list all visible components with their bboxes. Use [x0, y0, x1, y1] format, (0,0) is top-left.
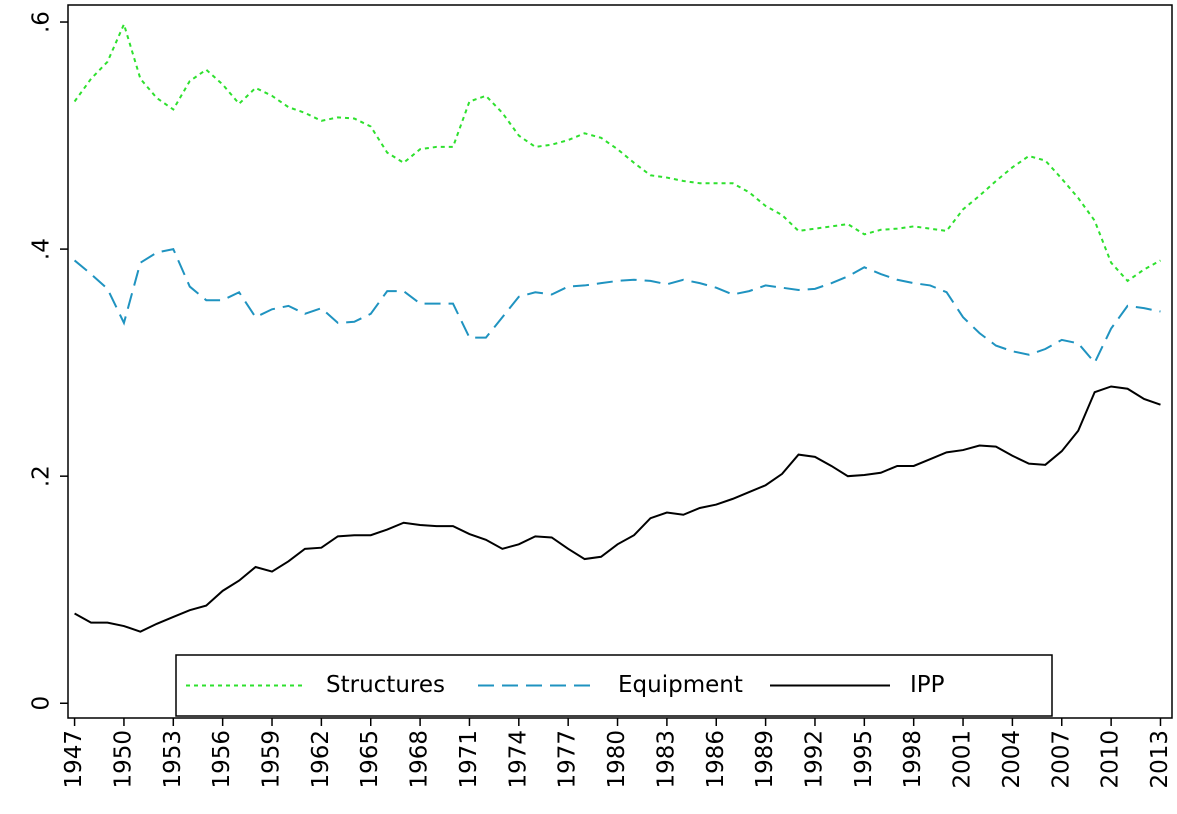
- x-tick-label: 2001: [950, 730, 976, 789]
- x-tick-label: 1980: [604, 730, 630, 789]
- x-tick-label: 1992: [801, 730, 827, 789]
- series-line: [73, 21, 1161, 283]
- x-tick-label: 1989: [752, 730, 778, 789]
- x-tick-label: 1950: [110, 730, 136, 789]
- x-tick-label: 1959: [259, 730, 285, 789]
- x-tick-label: 1965: [357, 730, 383, 789]
- legend-label: Equipment: [618, 672, 743, 698]
- x-tick-label: 2010: [1098, 730, 1124, 789]
- x-tick-label: 1953: [160, 730, 186, 789]
- x-tick-label: 1983: [653, 730, 679, 789]
- x-tick-label: 2007: [1048, 730, 1074, 789]
- legend-box: [175, 654, 1053, 717]
- x-tick-label: 1968: [407, 730, 433, 789]
- x-tick-label: 2004: [999, 730, 1025, 789]
- legend-label: Structures: [326, 672, 445, 698]
- series-line: [73, 247, 1161, 365]
- y-tick-label: .6: [29, 11, 55, 33]
- series-line: [74, 385, 1161, 633]
- x-tick-label: 1962: [308, 730, 334, 789]
- x-tick-label: 1977: [555, 730, 581, 789]
- x-tick-label: 1995: [851, 730, 877, 789]
- x-tick-label: 1971: [456, 730, 482, 789]
- x-tick-label: 1986: [703, 730, 729, 789]
- x-tick-label: 1974: [505, 730, 531, 789]
- plot-frame: [67, 4, 1173, 719]
- x-tick-label: 1956: [209, 730, 235, 789]
- x-tick-label: 1998: [900, 730, 926, 789]
- legend-label: IPP: [910, 672, 945, 698]
- y-tick-label: .2: [29, 465, 55, 487]
- y-tick-label: .4: [29, 238, 55, 260]
- y-tick-label: 0: [29, 696, 55, 711]
- x-tick-label: 1947: [61, 730, 87, 789]
- x-tick-label: 2013: [1147, 730, 1173, 789]
